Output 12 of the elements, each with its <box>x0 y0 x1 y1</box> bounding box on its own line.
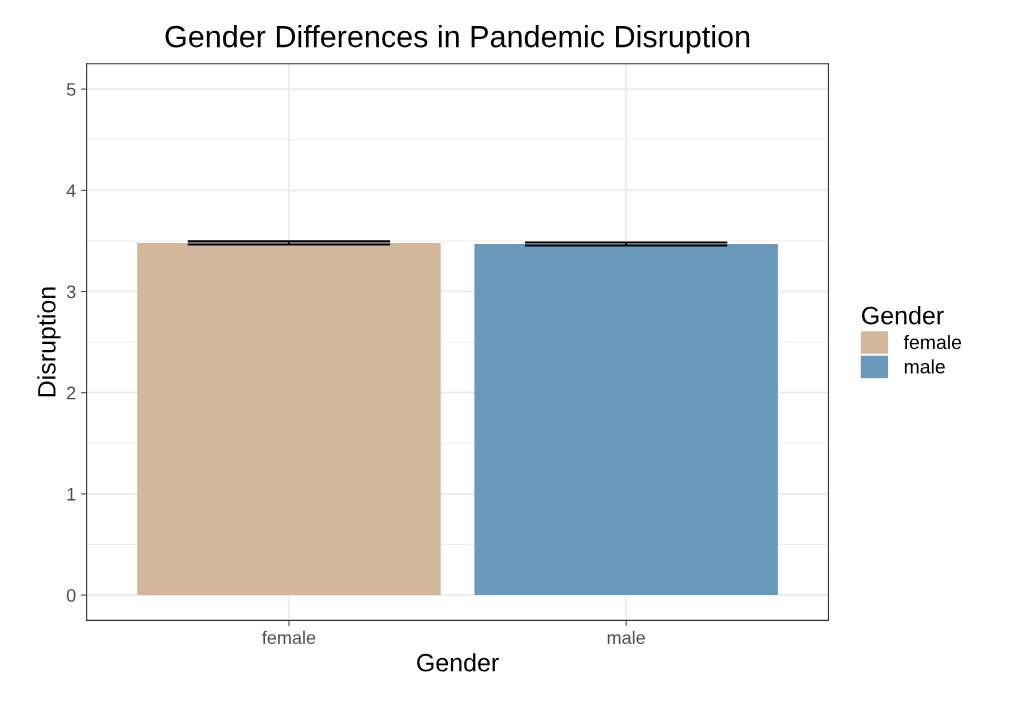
legend-label: male <box>904 359 945 374</box>
chart-title: Gender Differences in Pandemic Disruption <box>165 25 750 54</box>
y-tick-label: 0 <box>66 589 76 602</box>
y-tick-label: 5 <box>66 83 76 96</box>
y-tick-label: 2 <box>67 386 76 400</box>
y-tick-label: 1 <box>67 488 76 501</box>
x-axis-title: Gender <box>417 653 499 672</box>
legend-title: Gender <box>862 306 944 325</box>
y-axis-title: Disruption <box>37 287 61 397</box>
y-tick-label: 4 <box>66 184 76 197</box>
y-tick-label: 3 <box>66 285 76 299</box>
legend-label: female <box>903 334 962 350</box>
